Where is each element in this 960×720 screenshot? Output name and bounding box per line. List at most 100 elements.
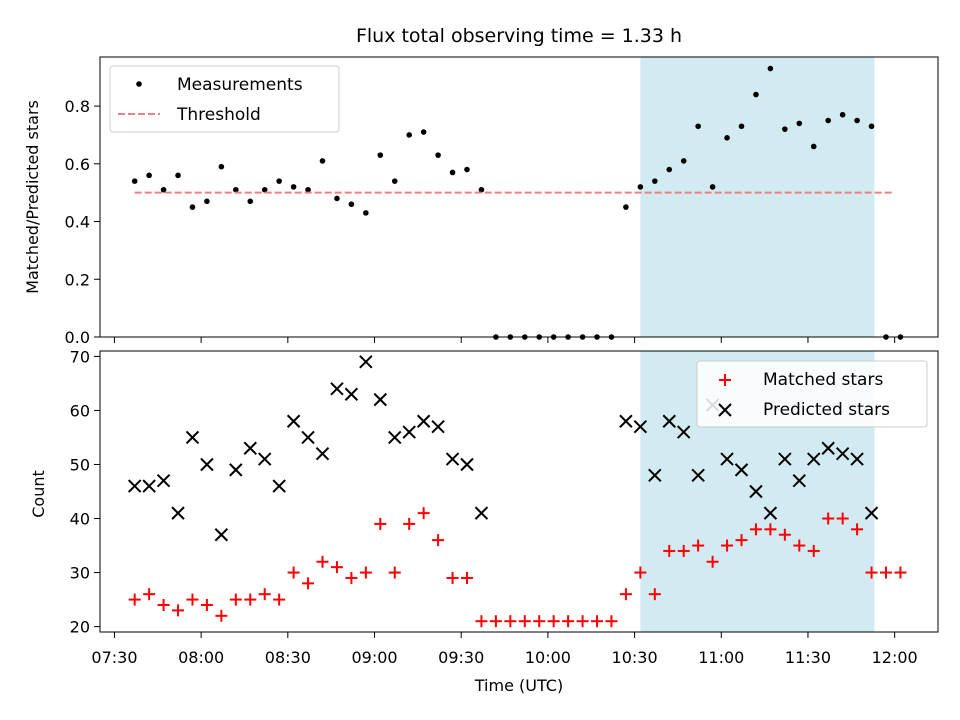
- bottom-y-axis-label: Count: [29, 470, 48, 518]
- matched-stars-point: [894, 566, 907, 579]
- top-y-axis-label: Matched/Predicted stars: [23, 100, 42, 294]
- predicted-stars-point: [619, 414, 633, 428]
- measurement-point: [478, 186, 485, 193]
- measurement-point: [464, 166, 470, 173]
- measurement-point: [305, 186, 311, 193]
- matched-stars-point: [302, 577, 315, 590]
- measurement-point: [218, 163, 225, 170]
- measurement-point: [363, 210, 369, 216]
- predicted-stars-point: [749, 484, 763, 499]
- measurement-point: [175, 172, 181, 179]
- matched-stars-point: [359, 566, 372, 579]
- matched-stars-point: [677, 544, 690, 557]
- predicted-stars-point: [286, 414, 301, 428]
- matched-stars-point: [417, 507, 430, 520]
- matched-stars-point: [851, 523, 864, 536]
- measurement-point: [680, 158, 687, 164]
- matched-stars-point: [345, 571, 358, 584]
- matched-stars-point: [157, 598, 170, 611]
- measurement-point: [406, 132, 412, 138]
- bottom-legend: Matched stars Predicted stars: [696, 360, 928, 428]
- measurement-point: [420, 129, 427, 135]
- predicted-stars-point: [171, 506, 185, 520]
- matched-stars-point: [576, 615, 589, 628]
- measurement-point: [233, 186, 239, 193]
- matched-stars-point: [547, 615, 560, 628]
- predicted-stars-point: [272, 479, 286, 493]
- matched-stars-point: [374, 517, 387, 530]
- measurement-point: [261, 186, 268, 193]
- legend-threshold-label: Threshold: [176, 105, 261, 125]
- legend-matched-label: Matched stars: [763, 370, 883, 390]
- matched-stars-point: [200, 598, 213, 611]
- top-legend: Measurements Threshold: [109, 65, 340, 133]
- measurement-point: [854, 117, 860, 124]
- measurement-point: [709, 184, 716, 190]
- matched-stars-point: [634, 566, 647, 579]
- top-y-axis: 0.0 0.2 0.4 0.6 0.8: [65, 97, 100, 347]
- matched-stars-point: [229, 593, 242, 606]
- measurement-point: [160, 186, 167, 193]
- bottom-x-axis: 07:30 08:00 08:30 09:00 09:30 10:00 10:30 11:00…: [91, 632, 918, 667]
- x-tick-label: 11:00: [698, 648, 744, 667]
- predicted-stars-point: [864, 506, 879, 520]
- measurement-point: [334, 195, 340, 202]
- matched-stars-point: [822, 512, 835, 525]
- predicted-stars-point: [416, 414, 431, 428]
- predicted-stars-point: [301, 430, 315, 445]
- legend-matched-marker: [719, 374, 731, 386]
- predicted-stars-point: [821, 441, 835, 455]
- matched-stars-point: [128, 593, 141, 606]
- x-tick-label: 07:30: [91, 648, 137, 667]
- matched-stars-point: [388, 566, 401, 579]
- predicted-stars-point: [142, 479, 156, 493]
- predicted-stars-point: [763, 506, 778, 520]
- predicted-stars-point: [258, 452, 272, 466]
- top-y-tick-label: 0.0: [65, 328, 90, 347]
- measurement-point: [131, 178, 138, 184]
- matched-stars-point: [721, 539, 734, 552]
- matched-stars-point: [619, 588, 632, 601]
- predicted-stars-point: [835, 446, 850, 461]
- x-tick-label: 08:00: [178, 648, 224, 667]
- measurement-point: [189, 204, 196, 210]
- top-y-tick-label: 0.2: [65, 270, 90, 289]
- x-tick-label: 08:30: [265, 648, 311, 667]
- predicted-stars-point: [330, 382, 344, 396]
- measurement-point: [348, 201, 355, 208]
- measurement-point: [377, 152, 384, 158]
- matched-stars-point: [793, 539, 806, 552]
- predicted-stars-point: [445, 452, 460, 466]
- predicted-stars-point: [662, 414, 676, 428]
- measurement-point: [204, 198, 210, 205]
- top-legend-box: [109, 65, 340, 133]
- predicted-stars-point: [127, 479, 142, 493]
- measurement-point: [810, 143, 817, 150]
- matched-stars-point: [403, 517, 416, 530]
- predicted-stars-point: [778, 452, 792, 466]
- top-chart-title: Flux total observing time = 1.33 h: [356, 25, 682, 47]
- measurement-point: [868, 123, 875, 130]
- predicted-stars-point: [460, 457, 474, 472]
- matched-stars-point: [735, 534, 748, 547]
- matched-stars-point: [287, 566, 300, 579]
- measurement-point: [391, 178, 398, 184]
- matched-stars-point: [244, 593, 257, 606]
- matched-stars-point: [749, 523, 762, 536]
- matched-stars-point: [316, 555, 329, 568]
- predicted-stars-point: [200, 457, 214, 472]
- top-highlight-span: [640, 57, 875, 337]
- matched-stars-point: [591, 615, 604, 628]
- x-tick-label: 12:00: [872, 648, 918, 667]
- measurement-point: [290, 184, 297, 190]
- bottom-y-axis: 20 30 40 50 60 70: [70, 347, 100, 637]
- bottom-legend-box: [696, 360, 928, 428]
- predicted-stars-point: [850, 452, 864, 466]
- legend-predicted-label: Predicted stars: [763, 400, 890, 420]
- predicted-stars-point: [344, 387, 359, 401]
- top-y-tick-label: 0.8: [65, 97, 90, 116]
- measurement-point: [839, 111, 846, 118]
- predicted-stars-point: [315, 446, 330, 461]
- matched-stars-point: [865, 566, 878, 579]
